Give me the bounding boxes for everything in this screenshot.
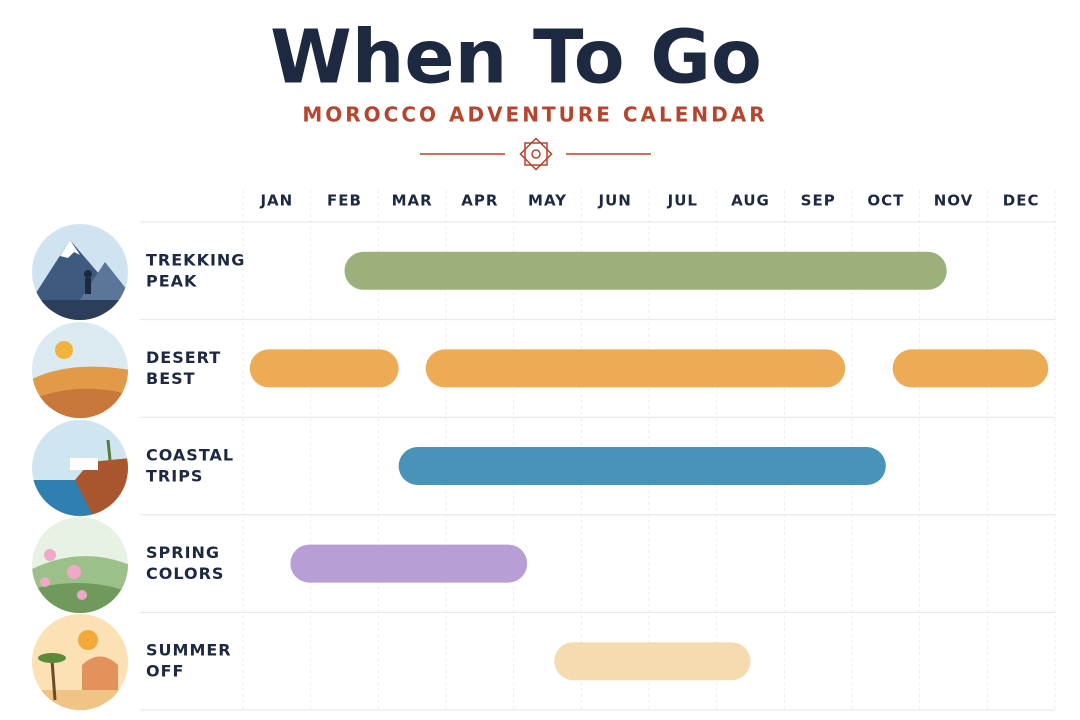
bar (425, 349, 846, 388)
bar (398, 447, 886, 485)
bar (344, 251, 947, 290)
icon-summer (32, 614, 128, 710)
bar (554, 642, 751, 681)
bar (290, 544, 528, 583)
chart-title: When To Go (270, 15, 762, 101)
x-tick-label: OCT (867, 192, 904, 210)
x-tick-label: JUL (667, 192, 698, 210)
row-label: SPRING COLORS (146, 543, 224, 583)
x-tick-label: MAY (528, 192, 567, 210)
x-tick-label: FEB (327, 192, 362, 210)
row-label: TREKKING PEAK (146, 250, 245, 290)
icon-spring (32, 517, 128, 613)
bar (892, 349, 1049, 388)
chart-subtitle: MOROCCO ADVENTURE CALENDAR (302, 103, 767, 127)
row-label: SUMMER OFF (146, 640, 232, 680)
ornament (420, 137, 651, 171)
x-tick-label: MAR (392, 192, 433, 210)
bar (249, 349, 399, 388)
row-label: COASTAL TRIPS (146, 445, 234, 485)
x-tick-label: SEP (801, 192, 836, 210)
x-tick-label: JUN (598, 192, 632, 210)
row-label: DESERT BEST (146, 347, 221, 387)
x-tick-label: DEC (1003, 192, 1040, 210)
icon-coast (32, 420, 128, 516)
icon-desert (32, 322, 128, 418)
icon-mountain (32, 224, 128, 320)
x-tick-label: AUG (731, 192, 770, 210)
x-tick-label: NOV (934, 192, 974, 210)
x-tick-label: JAN (259, 192, 293, 210)
x-tick-label: APR (461, 192, 498, 210)
